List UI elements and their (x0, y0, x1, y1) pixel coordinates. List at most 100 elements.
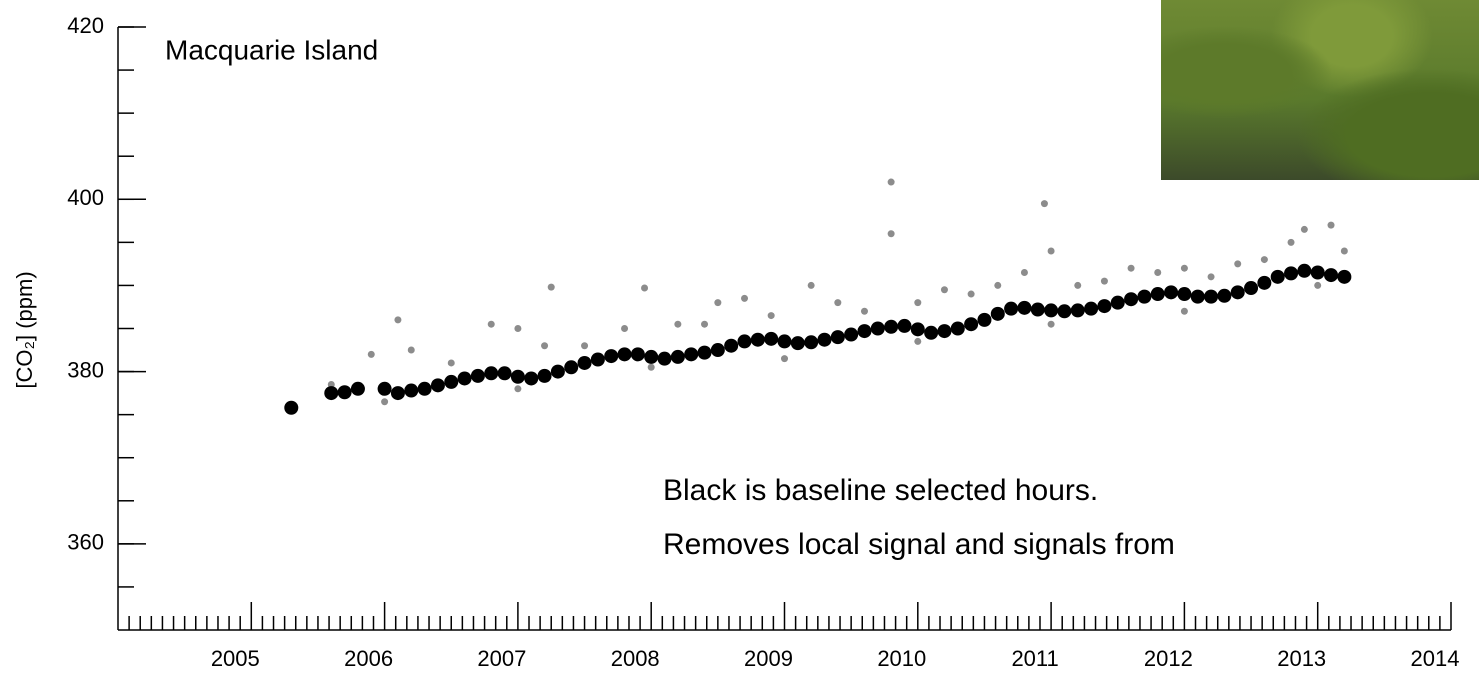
data-point (390, 386, 405, 401)
data-point (541, 342, 549, 350)
data-point (710, 343, 725, 358)
data-point (1327, 221, 1335, 229)
data-point (870, 321, 885, 336)
data-point (641, 284, 649, 292)
data-point (844, 327, 859, 342)
data-point (394, 316, 402, 324)
data-point (1124, 292, 1139, 307)
annotation: Black is baseline selected hours. (663, 474, 1098, 507)
chart-title: Macquarie Island (165, 34, 378, 65)
data-point (447, 359, 455, 367)
x-tick-label: 2008 (611, 646, 660, 671)
data-point (377, 381, 392, 396)
data-point (914, 337, 922, 345)
data-point (487, 320, 495, 328)
data-point (697, 345, 712, 360)
data-point (630, 347, 645, 362)
x-tick-label: 2012 (1144, 646, 1193, 671)
data-point (537, 368, 552, 383)
data-point (1020, 269, 1028, 277)
data-point (430, 378, 445, 393)
data-point (1057, 304, 1072, 319)
data-point (407, 346, 415, 354)
data-point (1164, 285, 1179, 300)
data-point (621, 325, 629, 332)
data-point (781, 355, 788, 363)
data-point (674, 320, 682, 328)
data-point (940, 286, 948, 294)
data-point (1340, 247, 1348, 255)
data-point (547, 283, 555, 291)
y-axis-label: [CO₂] (ppm) (12, 271, 37, 388)
data-point (1030, 302, 1045, 317)
data-point (497, 366, 512, 381)
x-tick-label: 2007 (477, 646, 526, 671)
data-point (887, 230, 895, 238)
data-point (860, 307, 868, 315)
x-tick-label: 2014 (1411, 646, 1460, 671)
data-point (937, 324, 952, 339)
data-point (647, 363, 655, 371)
data-point (804, 335, 819, 350)
data-point (670, 349, 685, 364)
data-point (514, 385, 522, 393)
data-point (510, 369, 525, 384)
data-point (1310, 265, 1325, 280)
data-point (1260, 256, 1268, 264)
data-point (604, 349, 619, 364)
data-point (1040, 200, 1048, 208)
data-point (284, 400, 299, 415)
data-point (830, 330, 845, 345)
data-point (977, 312, 992, 327)
data-point (1070, 303, 1085, 318)
data-point (1004, 301, 1019, 316)
data-point (1154, 269, 1162, 277)
data-point (1180, 264, 1188, 272)
data-point (417, 381, 432, 396)
data-point (457, 371, 472, 386)
data-point (381, 398, 389, 406)
data-point (514, 325, 522, 332)
data-point (1257, 275, 1272, 290)
x-tick-label: 2013 (1277, 646, 1326, 671)
data-point (1244, 281, 1259, 296)
data-point (990, 306, 1005, 321)
data-point (644, 349, 659, 364)
data-point (1284, 266, 1299, 281)
data-point (367, 350, 375, 358)
data-point (684, 347, 699, 362)
photo (1161, 0, 1479, 180)
data-point (617, 347, 632, 362)
data-point (714, 299, 722, 307)
data-point (701, 320, 709, 328)
data-point (887, 178, 895, 186)
data-point (967, 290, 975, 298)
data-point (1047, 320, 1055, 328)
data-point (444, 374, 459, 389)
data-point (404, 383, 419, 398)
data-point (1324, 268, 1339, 283)
y-tick-label: 420 (67, 13, 104, 38)
y-tick-label: 360 (67, 530, 104, 555)
x-tick-label: 2006 (344, 646, 393, 671)
data-point (1297, 263, 1312, 278)
data-point (1300, 225, 1308, 233)
data-point (1044, 303, 1059, 318)
data-point (590, 352, 605, 367)
y-tick-label: 400 (67, 185, 104, 210)
data-point (324, 386, 339, 401)
data-point (484, 366, 499, 381)
data-point (767, 312, 775, 320)
data-point (834, 299, 842, 307)
data-point (1127, 264, 1135, 272)
data-point (790, 336, 805, 351)
data-point (1217, 288, 1232, 303)
data-point (470, 368, 485, 383)
data-point (924, 325, 939, 340)
data-point (1074, 281, 1082, 289)
data-point (750, 332, 765, 347)
data-point (577, 355, 592, 370)
data-point (807, 281, 815, 289)
data-point (1097, 299, 1112, 314)
